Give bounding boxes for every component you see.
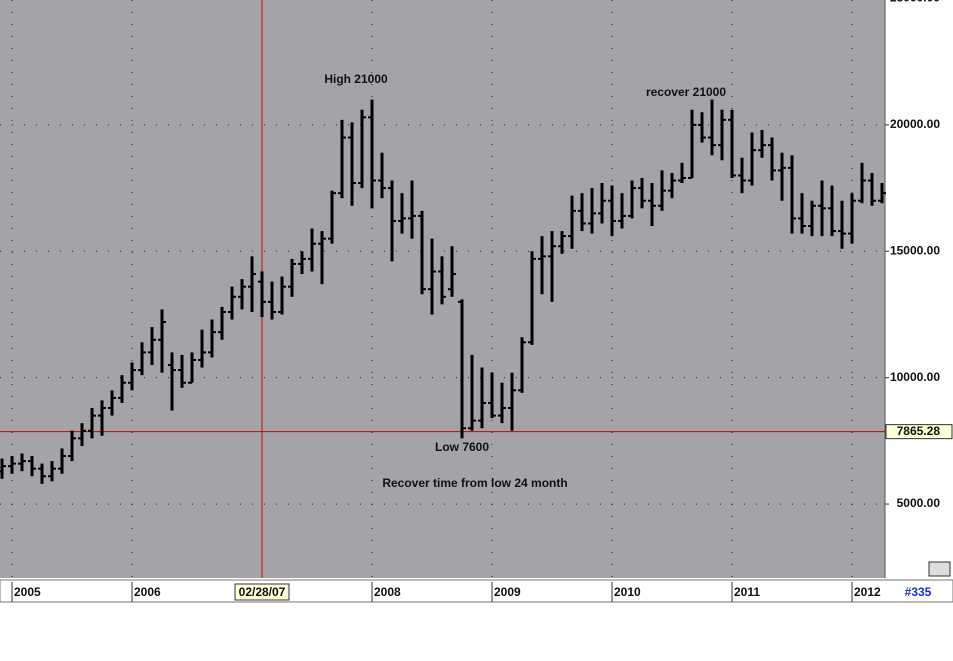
x-tick-label: 2011 [734,585,760,599]
crosshair-x-label: 02/28/07 [239,585,286,599]
crosshair-y-box [885,424,953,440]
y-tick-label: 15000.00 [890,243,940,257]
crosshair-x-box [234,583,290,601]
annotation: Low 7600 [435,440,489,454]
y-tick-label: 5000.00 [897,496,941,510]
y-tick-label: 10000.00 [890,370,940,384]
annotation: High 21000 [324,72,388,86]
bar-count: #335 [905,585,932,599]
x-tick-label: 2009 [494,585,521,599]
icon [928,561,951,577]
annotation: Recover time from low 24 month [382,476,567,490]
x-tick-label: 2006 [134,585,161,599]
x-tick-label: 2010 [614,585,641,599]
crosshair-y-label: 7865.28 [897,424,941,438]
x-tick-label: 2005 [14,585,41,599]
x-tick-label: 2012 [854,585,881,599]
x-tick-label: 2008 [374,585,401,599]
y-tick-label: 25000.00 [890,0,940,5]
annotation: recover 21000 [646,85,726,99]
y-tick-label: 20000.00 [890,117,940,131]
price-axis [885,0,953,578]
